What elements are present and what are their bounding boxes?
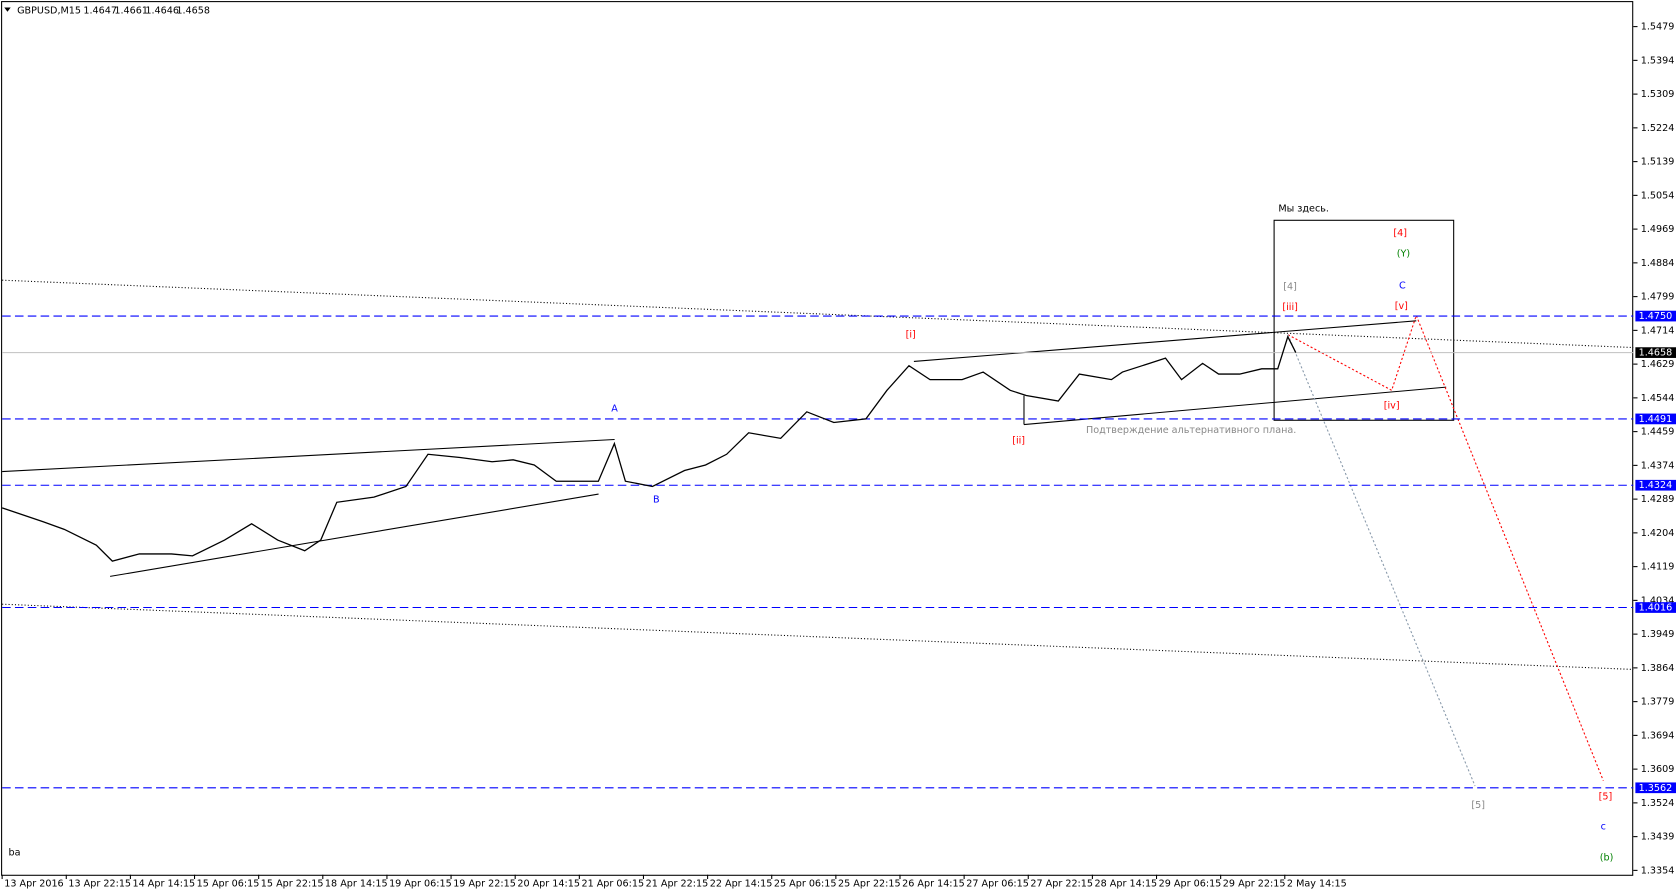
y-tick-label: 1.5479	[1641, 22, 1675, 33]
level-box	[1635, 782, 1676, 794]
x-tick-label: 25 Apr 22:15	[838, 878, 901, 889]
wave-label: A	[611, 404, 618, 415]
y-tick-label: 1.4204	[1641, 528, 1675, 539]
projection-gray	[1287, 334, 1476, 787]
wave-label: B	[653, 494, 660, 505]
y-tick-label: 1.4969	[1641, 224, 1675, 235]
x-tick-label: 20 Apr 14:15	[517, 878, 580, 889]
y-tick-label: 1.4629	[1641, 359, 1675, 370]
y-tick-label: 1.4119	[1641, 562, 1675, 573]
y-tick-label: 1.3949	[1641, 629, 1675, 640]
wave-label: [4]	[1393, 228, 1407, 239]
level-box	[1635, 413, 1676, 425]
y-tick-label: 1.4714	[1641, 325, 1675, 336]
price-line	[1, 335, 1297, 562]
ohlc-value: 1.4661	[114, 6, 148, 17]
wave-label: [i]	[906, 330, 916, 341]
level-label: 1.4016	[1639, 603, 1673, 614]
wave-label: [4]	[1283, 282, 1297, 293]
y-tick-label: 1.3609	[1641, 764, 1675, 775]
x-tick-label: 2 May 14:15	[1287, 878, 1347, 889]
menu-arrow[interactable]	[4, 7, 11, 12]
trend-line-dotted	[2, 603, 1634, 670]
y-tick-label: 1.4799	[1641, 292, 1675, 303]
level-box	[1635, 479, 1676, 491]
x-tick-label: 19 Apr 22:15	[453, 878, 516, 889]
current-price-box	[1635, 347, 1676, 358]
x-tick-label: 15 Apr 22:15	[261, 878, 324, 889]
corner-text: ba	[9, 847, 21, 858]
x-tick-label: 15 Apr 06:15	[197, 878, 260, 889]
wave-label: Подтверждение альтернативного плана.	[1086, 425, 1296, 436]
wave-label: (b)	[1600, 853, 1614, 864]
focus-box	[1273, 219, 1455, 421]
wave-label: C	[1399, 281, 1406, 292]
x-tick-label: 13 Apr 2016	[4, 878, 63, 889]
trend-line	[913, 320, 1417, 362]
x-tick-label: 28 Apr 14:15	[1095, 878, 1158, 889]
level-box	[1635, 310, 1676, 322]
x-tick-label: 29 Apr 06:15	[1159, 878, 1222, 889]
y-tick-label: 1.3864	[1641, 663, 1675, 674]
wave-label: [iv]	[1384, 400, 1400, 411]
ohlc-value: 1.4647	[83, 6, 117, 17]
wave-label: (Y)	[1397, 248, 1410, 259]
x-tick-label: 18 Apr 14:15	[325, 878, 388, 889]
level-box	[1635, 602, 1676, 613]
x-tick-label: 13 Apr 22:15	[68, 878, 131, 889]
x-tick-label: 22 Apr 14:15	[710, 878, 773, 889]
y-tick-label: 1.3694	[1641, 730, 1675, 741]
x-tick-label: 19 Apr 06:15	[389, 878, 452, 889]
x-tick-label: 21 Apr 22:15	[646, 878, 709, 889]
y-tick-label: 1.4289	[1641, 494, 1675, 505]
symbol: GBPUSD,M15	[17, 6, 81, 17]
y-tick-label: 1.4374	[1641, 460, 1675, 471]
y-tick-label: 1.4034	[1641, 595, 1675, 606]
level-label: 1.3562	[1639, 783, 1673, 794]
y-tick-label: 1.3439	[1641, 832, 1675, 843]
wave-label: [5]	[1599, 792, 1613, 803]
trend-line	[2, 438, 615, 473]
y-tick-label: 1.5054	[1641, 190, 1675, 201]
y-tick-label: 1.5309	[1641, 89, 1675, 100]
level-label: 1.4750	[1639, 311, 1673, 322]
x-tick-label: 29 Apr 22:15	[1223, 878, 1286, 889]
level-label: 1.4324	[1639, 480, 1673, 491]
y-tick-label: 1.4884	[1641, 258, 1675, 269]
drawings	[2, 219, 1634, 787]
wave-label: [ii]	[1012, 436, 1025, 447]
x-tick-label: 25 Apr 06:15	[774, 878, 837, 889]
x-tick-label: 27 Apr 22:15	[1030, 878, 1093, 889]
trend-line	[1023, 386, 1447, 426]
wave-label: Мы здесь.	[1278, 204, 1329, 215]
y-tick-label: 1.5394	[1641, 55, 1675, 66]
ohlc-value: 1.4658	[176, 6, 210, 17]
wave-label: c	[1601, 822, 1606, 833]
ohlc-value: 1.4646	[145, 6, 179, 17]
trend-line-dotted	[2, 279, 1634, 349]
y-tick-label: 1.4459	[1641, 427, 1675, 438]
x-tick-label: 14 Apr 14:15	[133, 878, 196, 889]
y-tick-label: 1.5139	[1641, 157, 1675, 168]
current-price-label: 1.4658	[1639, 348, 1673, 359]
level-label: 1.4491	[1639, 414, 1673, 425]
x-tick-label: 21 Apr 06:15	[581, 878, 644, 889]
wave-label: [iii]	[1282, 302, 1298, 313]
wave-label: [5]	[1471, 800, 1485, 811]
y-tick-label: 1.3524	[1641, 798, 1675, 809]
wave-label: [v]	[1395, 301, 1408, 312]
y-tick-label: 1.3354	[1641, 865, 1675, 876]
y-tick-label: 1.5224	[1641, 123, 1675, 134]
trend-line	[110, 493, 599, 577]
x-tick-label: 27 Apr 06:15	[966, 878, 1029, 889]
y-tick-label: 1.3779	[1641, 697, 1675, 708]
y-tick-label: 1.4544	[1641, 393, 1675, 404]
x-tick-label: 26 Apr 14:15	[902, 878, 965, 889]
plot-frame	[1, 1, 1634, 876]
